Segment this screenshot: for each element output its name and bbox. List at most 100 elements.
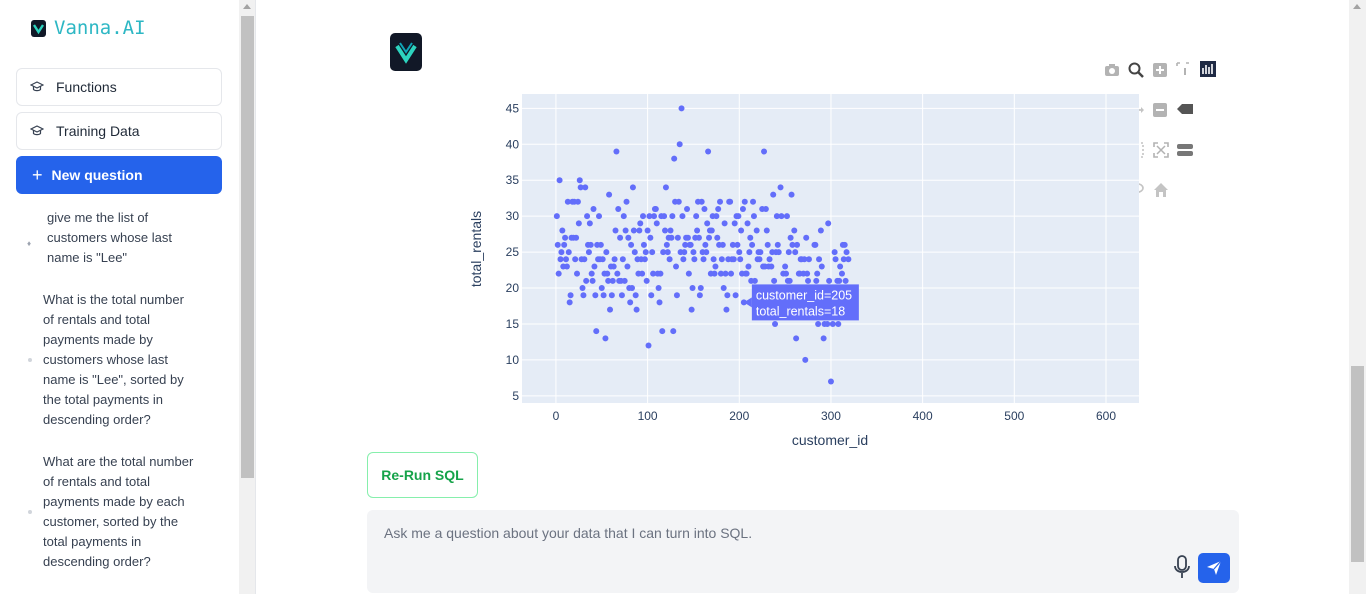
data-point[interactable] <box>824 320 831 327</box>
data-point[interactable] <box>777 184 784 191</box>
data-point[interactable] <box>745 263 752 270</box>
data-point[interactable] <box>727 198 734 205</box>
new-question-button[interactable]: + New question <box>16 156 222 194</box>
zoom-in-icon[interactable] <box>1153 63 1167 77</box>
data-point[interactable] <box>678 105 685 112</box>
data-point[interactable] <box>656 299 663 306</box>
scroll-up-arrow-icon[interactable] <box>243 4 251 9</box>
data-point[interactable] <box>567 292 574 299</box>
data-point[interactable] <box>841 241 848 248</box>
data-point[interactable] <box>669 213 676 220</box>
data-point[interactable] <box>734 241 741 248</box>
data-point[interactable] <box>732 292 739 299</box>
data-point[interactable] <box>625 234 632 241</box>
data-point[interactable] <box>608 292 615 299</box>
data-point[interactable] <box>750 198 757 205</box>
data-point[interactable] <box>787 234 794 241</box>
data-point[interactable] <box>645 342 652 349</box>
data-point[interactable] <box>620 213 627 220</box>
data-point[interactable] <box>655 285 662 292</box>
data-point[interactable] <box>794 241 801 248</box>
data-point[interactable] <box>586 220 593 227</box>
data-point[interactable] <box>598 285 605 292</box>
data-point[interactable] <box>681 249 688 256</box>
data-point[interactable] <box>718 256 725 263</box>
data-point[interactable] <box>554 241 561 248</box>
data-point[interactable] <box>793 335 800 342</box>
data-point[interactable] <box>667 227 674 234</box>
data-point[interactable] <box>694 227 701 234</box>
hover-closest-icon[interactable] <box>1177 104 1193 114</box>
data-point[interactable] <box>743 270 750 277</box>
data-point[interactable] <box>698 198 705 205</box>
data-point[interactable] <box>574 270 581 277</box>
data-point[interactable] <box>574 198 581 205</box>
data-point[interactable] <box>612 227 619 234</box>
data-point[interactable] <box>553 213 560 220</box>
data-point[interactable] <box>657 270 664 277</box>
data-point[interactable] <box>838 270 845 277</box>
data-point[interactable] <box>741 198 748 205</box>
data-point[interactable] <box>581 256 588 263</box>
data-point[interactable] <box>636 227 643 234</box>
data-point[interactable] <box>641 256 648 263</box>
data-point[interactable] <box>611 256 618 263</box>
sidebar-scrollbar[interactable] <box>239 0 256 594</box>
data-point[interactable] <box>744 220 751 227</box>
data-point[interactable] <box>729 241 736 248</box>
data-point[interactable] <box>825 220 832 227</box>
data-point[interactable] <box>803 234 810 241</box>
data-point[interactable] <box>788 191 795 198</box>
data-point[interactable] <box>717 198 724 205</box>
data-point[interactable] <box>764 241 771 248</box>
data-point[interactable] <box>575 220 582 227</box>
send-button[interactable] <box>1198 553 1230 583</box>
data-point[interactable] <box>617 234 624 241</box>
data-point[interactable] <box>719 241 726 248</box>
data-point[interactable] <box>564 198 571 205</box>
data-point[interactable] <box>757 249 764 256</box>
data-point[interactable] <box>713 213 720 220</box>
data-point[interactable] <box>785 249 792 256</box>
data-point[interactable] <box>804 270 811 277</box>
data-point[interactable] <box>632 292 639 299</box>
data-point[interactable] <box>633 306 640 313</box>
data-point[interactable] <box>720 285 727 292</box>
data-point[interactable] <box>827 378 834 385</box>
reset-axes-icon[interactable] <box>1153 142 1169 158</box>
data-point[interactable] <box>592 292 599 299</box>
app-logo[interactable]: Vanna.AI <box>31 17 146 39</box>
data-point[interactable] <box>684 234 691 241</box>
data-point[interactable] <box>836 277 843 284</box>
data-point[interactable] <box>746 249 753 256</box>
data-point[interactable] <box>783 213 790 220</box>
sidebar-scrollbar-thumb[interactable] <box>241 16 254 478</box>
data-point[interactable] <box>761 148 768 155</box>
data-point[interactable] <box>691 256 698 263</box>
data-point[interactable] <box>629 184 636 191</box>
data-point[interactable] <box>563 256 570 263</box>
data-point[interactable] <box>563 263 570 270</box>
data-point[interactable] <box>747 234 754 241</box>
data-point[interactable] <box>629 285 636 292</box>
data-point[interactable] <box>701 205 708 212</box>
data-point[interactable] <box>558 249 565 256</box>
data-point[interactable] <box>772 320 779 327</box>
data-point[interactable] <box>576 177 583 184</box>
data-point[interactable] <box>559 227 566 234</box>
data-point[interactable] <box>766 256 773 263</box>
data-point[interactable] <box>731 220 738 227</box>
data-point[interactable] <box>584 213 591 220</box>
data-point[interactable] <box>674 234 681 241</box>
data-point[interactable] <box>684 205 691 212</box>
data-point[interactable] <box>622 227 629 234</box>
data-point[interactable] <box>688 306 695 313</box>
data-point[interactable] <box>700 256 707 263</box>
data-point[interactable] <box>650 270 657 277</box>
data-point[interactable] <box>837 263 844 270</box>
data-point[interactable] <box>562 234 569 241</box>
data-point[interactable] <box>680 256 687 263</box>
data-point[interactable] <box>753 227 760 234</box>
data-point[interactable] <box>603 249 610 256</box>
main-scrollbar[interactable] <box>1349 0 1366 594</box>
